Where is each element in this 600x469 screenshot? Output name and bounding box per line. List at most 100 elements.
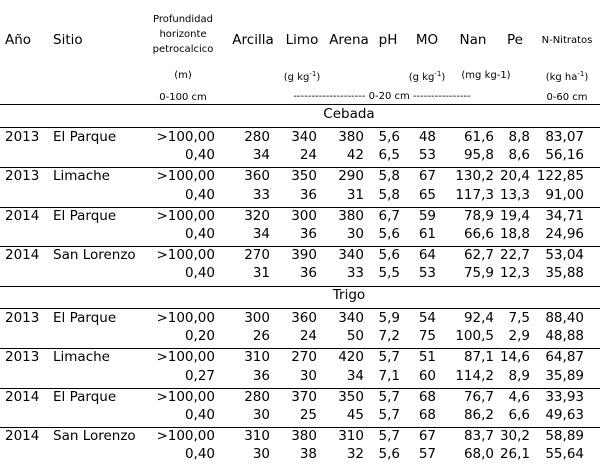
cell-limo: 270 [291, 349, 317, 366]
cell-ph: 5,5 [378, 265, 400, 282]
section-rule [0, 127, 600, 128]
group-site: El Parque [53, 310, 117, 326]
cell-pe: 26,1 [499, 446, 530, 463]
cell-pe: 7,5 [508, 310, 530, 326]
group-year: 2013 [5, 349, 40, 366]
cell-ph: 5,6 [378, 226, 400, 242]
header-prof-range: 0-100 cm [159, 92, 207, 103]
cell-arena: 350 [338, 388, 364, 405]
header-prof-line2: horizonte [159, 29, 207, 40]
cell-nan: 117,3 [455, 186, 494, 203]
cell-nan: 66,6 [463, 226, 494, 242]
header-prof-line1: Profundidad [152, 14, 214, 25]
section-title: Trigo [332, 287, 366, 303]
cell-depth: 0,40 [184, 186, 215, 203]
cell-ph: 5,8 [378, 186, 400, 203]
header-prof-unit: (m) [174, 70, 192, 81]
group-site: El Parque [53, 129, 117, 145]
cell-limo: 380 [291, 428, 317, 445]
cell-arena: 380 [338, 207, 364, 224]
cell-depth: >100,00 [156, 310, 215, 326]
group-rule [0, 167, 600, 169]
cell-mo: 68 [418, 407, 436, 423]
cell-nan: 100,5 [455, 328, 494, 345]
group-rule [0, 348, 600, 350]
cell-depth: >100,00 [156, 428, 215, 445]
header-limo: Limo [285, 32, 319, 48]
cell-pe: 19,4 [499, 207, 530, 224]
cell-pe: 22,7 [499, 247, 530, 264]
cell-arena: 290 [338, 168, 364, 185]
cell-pe: 18,8 [499, 226, 530, 242]
cell-arena: 420 [338, 349, 364, 366]
header-unit-nitratos: (kg ha-1) [545, 70, 589, 83]
cell-mo: 59 [418, 207, 436, 224]
group-year: 2014 [5, 207, 40, 224]
header-mo: MO [415, 32, 439, 48]
cell-ph: 7,2 [378, 328, 400, 345]
cell-mo: 54 [418, 310, 436, 326]
cell-pe: 14,6 [499, 349, 530, 366]
cell-arena: 380 [338, 129, 364, 145]
cell-ph: 5,7 [378, 407, 400, 423]
cell-pe: 6,6 [508, 407, 530, 423]
cell-arena: 34 [346, 367, 364, 384]
group-year: 2013 [5, 168, 40, 185]
cell-nan: 92,4 [463, 310, 494, 326]
cell-arcilla: 33 [252, 186, 270, 203]
cell-limo: 38 [299, 446, 317, 463]
cell-depth: >100,00 [156, 207, 215, 224]
group-site: San Lorenzo [53, 247, 136, 264]
cell-pe: 2,9 [508, 328, 530, 345]
cell-ph: 5,6 [378, 247, 400, 264]
cell-arcilla: 36 [252, 367, 270, 384]
cell-limo: 36 [299, 265, 317, 282]
cell-mo: 51 [418, 349, 436, 366]
cell-arena: 31 [346, 186, 364, 203]
group-site: Limache [53, 168, 110, 185]
cell-mo: 75 [418, 328, 436, 345]
header-unit-mo: (g kg-1) [408, 70, 446, 83]
cell-nan: 114,2 [455, 367, 494, 384]
cell-arena: 340 [338, 247, 364, 264]
cell-arcilla: 30 [252, 407, 270, 423]
group-site: El Parque [53, 207, 117, 224]
header-arena: Arena [329, 32, 369, 48]
group-site: San Lorenzo [53, 428, 136, 445]
header-nitratos: N-Nitratos [541, 35, 593, 46]
cell-depth: 0,40 [184, 407, 215, 423]
cell-mo: 48 [418, 129, 436, 145]
section-rule [0, 308, 600, 309]
cell-nitratos: 64,87 [545, 349, 584, 366]
header-rule [0, 104, 600, 105]
cell-nan: 75,9 [463, 265, 494, 282]
cell-nan: 78,9 [463, 207, 494, 224]
group-year: 2013 [5, 129, 40, 145]
header-prof-line3: petrocalcico [152, 44, 214, 55]
cell-limo: 24 [299, 147, 317, 164]
cell-arcilla: 300 [244, 310, 270, 326]
cell-arcilla: 30 [252, 446, 270, 463]
cell-arcilla: 310 [244, 349, 270, 366]
cell-arena: 32 [346, 446, 364, 463]
cell-arcilla: 280 [244, 129, 270, 145]
cell-limo: 390 [291, 247, 317, 264]
cell-limo: 360 [291, 310, 317, 326]
cell-depth: 0,40 [184, 147, 215, 164]
cell-nan: 130,2 [455, 168, 494, 185]
cell-mo: 67 [418, 428, 436, 445]
cell-arcilla: 320 [244, 207, 270, 224]
cell-mo: 65 [418, 186, 436, 203]
cell-arcilla: 34 [252, 147, 270, 164]
group-year: 2014 [5, 388, 40, 405]
cell-arena: 50 [346, 328, 364, 345]
cell-depth: 0,20 [184, 328, 215, 345]
cell-limo: 370 [291, 388, 317, 405]
cell-ph: 5,7 [378, 349, 400, 366]
cell-nan: 87,1 [463, 349, 494, 366]
cell-nitratos: 55,64 [545, 446, 584, 463]
group-rule [0, 387, 600, 389]
cell-nitratos: 49,63 [545, 407, 584, 423]
cell-nan: 61,6 [463, 129, 494, 145]
cell-mo: 57 [418, 446, 436, 463]
